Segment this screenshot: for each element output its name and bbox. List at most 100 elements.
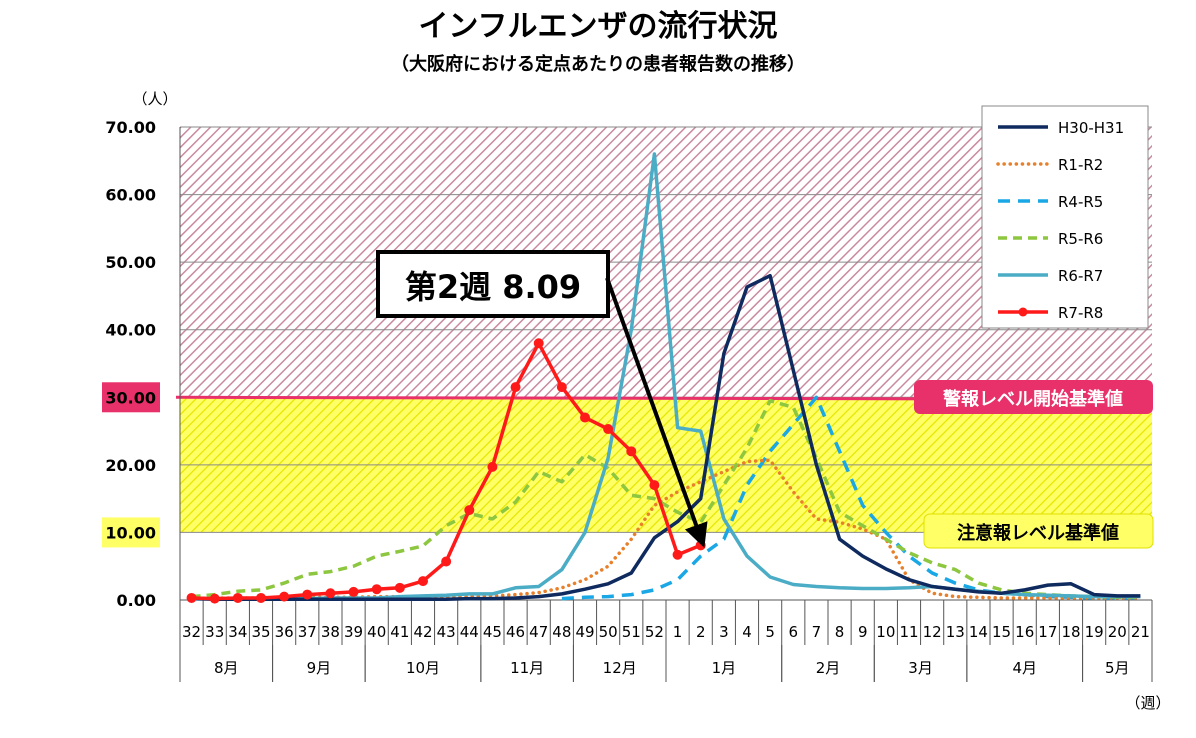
legend-label: R4-R5 (1058, 193, 1103, 211)
y-tick-label: 70.00 (105, 118, 156, 137)
x-tick-label: 45 (483, 623, 502, 641)
data-point-r7-r8 (302, 589, 313, 600)
y-tick-label: 40.00 (105, 321, 156, 340)
x-tick-label: 49 (575, 623, 594, 641)
x-tick-label: 10 (876, 623, 895, 641)
x-tick-label: 17 (1038, 623, 1057, 641)
data-point-r7-r8 (649, 480, 660, 491)
data-point-r7-r8 (371, 584, 382, 595)
alarm-label: 警報レベル開始基準値 (943, 388, 1123, 410)
x-tick-label: 34 (228, 623, 247, 641)
legend-label: R5-R6 (1058, 230, 1103, 248)
x-tick-label: 9 (858, 623, 868, 641)
data-point-r7-r8 (603, 424, 614, 435)
x-tick-label: 1 (673, 623, 683, 641)
month-label: 3月 (908, 659, 933, 677)
data-series (186, 152, 1143, 604)
month-label: 8月 (214, 659, 239, 677)
caution-label: 注意報レベル基準値 (957, 522, 1119, 544)
x-tick-label: 15 (992, 623, 1011, 641)
x-tick-label: 42 (413, 623, 432, 641)
x-tick-label: 5 (765, 623, 775, 641)
axes: 0.00 10.00 20.00 30.00 40.00 50.00 60.00 70.00 3… (102, 118, 1153, 682)
x-tick-label: 19 (1085, 623, 1104, 641)
alarm-tick-highlight (102, 382, 160, 413)
x-tick-label: 8 (835, 623, 845, 641)
data-point-r7-r8 (256, 592, 266, 603)
x-tick-label: 43 (437, 623, 456, 641)
x-tick-label: 4 (742, 623, 752, 641)
x-tick-label: 38 (321, 623, 340, 641)
x-tick-label: 12 (923, 623, 942, 641)
data-point-r7-r8 (232, 592, 243, 603)
data-point-r7-r8 (348, 586, 359, 597)
chart-subtitle: （大阪府における定点あたりの患者報告数の推移） (391, 53, 805, 75)
series-line-r5-r6 (191, 398, 1141, 600)
data-point-r7-r8 (510, 382, 521, 393)
month-label: 2月 (816, 659, 841, 677)
x-tick-label: 18 (1061, 623, 1080, 641)
data-point-r7-r8 (418, 576, 428, 587)
data-point-r7-r8 (487, 461, 498, 472)
x-tick-label: 21 (1131, 623, 1150, 641)
x-tick-label: 39 (344, 623, 363, 641)
x-tick-label: 51 (622, 623, 641, 641)
x-tick-label: 50 (599, 623, 618, 641)
data-point-r7-r8 (209, 593, 220, 604)
y-axis-label: （人） (132, 90, 177, 108)
y-tick-label: 60.00 (105, 186, 156, 205)
legend-label: R1-R2 (1058, 156, 1103, 174)
data-point-r7-r8 (533, 338, 544, 349)
data-point-r7-r8 (556, 382, 567, 393)
legend-marker-r7-r8 (1018, 307, 1028, 317)
x-tick-label: 46 (506, 623, 525, 641)
x-tick-label: 37 (298, 623, 317, 641)
month-label: 1月 (712, 659, 737, 677)
x-tick-label: 11 (899, 623, 918, 641)
month-label: 10月 (406, 659, 440, 677)
data-point-r7-r8 (394, 582, 405, 593)
legend-label: R6-R7 (1058, 267, 1103, 285)
x-tick-label: 48 (552, 623, 571, 641)
month-label: 5月 (1105, 659, 1130, 677)
data-point-r7-r8 (464, 505, 475, 516)
data-point-r7-r8 (279, 591, 290, 602)
month-label: 11月 (510, 659, 544, 677)
x-tick-label: 7 (812, 623, 822, 641)
x-tick-label: 35 (251, 623, 270, 641)
y-tick-label: 50.00 (105, 253, 156, 272)
callout-box (376, 250, 610, 318)
legend: H30-H31 R1-R2 R4-R5 R5-R6 R6-R7 R7-R8 (981, 105, 1149, 329)
x-tick-label: 16 (1015, 623, 1034, 641)
x-tick-label: 33 (205, 623, 224, 641)
callout-arrow (605, 277, 708, 548)
x-tick-label: 2 (696, 623, 706, 641)
x-tick-label: 3 (719, 623, 729, 641)
data-point-r7-r8 (580, 412, 590, 423)
y-tick-label: 20.00 (105, 456, 156, 475)
data-point-r7-r8 (325, 588, 336, 599)
month-label: 9月 (307, 659, 332, 677)
legend-label: H30-H31 (1058, 119, 1124, 137)
x-tick-label: 20 (1108, 623, 1127, 641)
y-tick-label: 10.00 (105, 523, 156, 542)
data-point-r7-r8 (441, 556, 452, 567)
x-tick-label: 6 (789, 623, 799, 641)
data-point-r7-r8 (626, 446, 637, 457)
chart-title: インフルエンザの流行状況 (418, 9, 777, 44)
x-tick-label: 14 (969, 623, 988, 641)
x-tick-label: 47 (529, 623, 548, 641)
data-point-r7-r8 (186, 592, 197, 603)
caution-label-box (923, 513, 1154, 549)
y-tick-label: 30.00 (105, 388, 156, 407)
x-tick-label: 44 (460, 623, 479, 641)
x-tick-label: 13 (946, 623, 965, 641)
y-tick-label: 0.00 (117, 591, 156, 610)
data-point-r7-r8 (672, 549, 683, 560)
x-tick-label: 41 (390, 623, 409, 641)
series-line-h30-h31 (191, 273, 1141, 602)
legend-box (981, 105, 1149, 329)
callout-text: 第2週 8.09 (405, 268, 581, 306)
